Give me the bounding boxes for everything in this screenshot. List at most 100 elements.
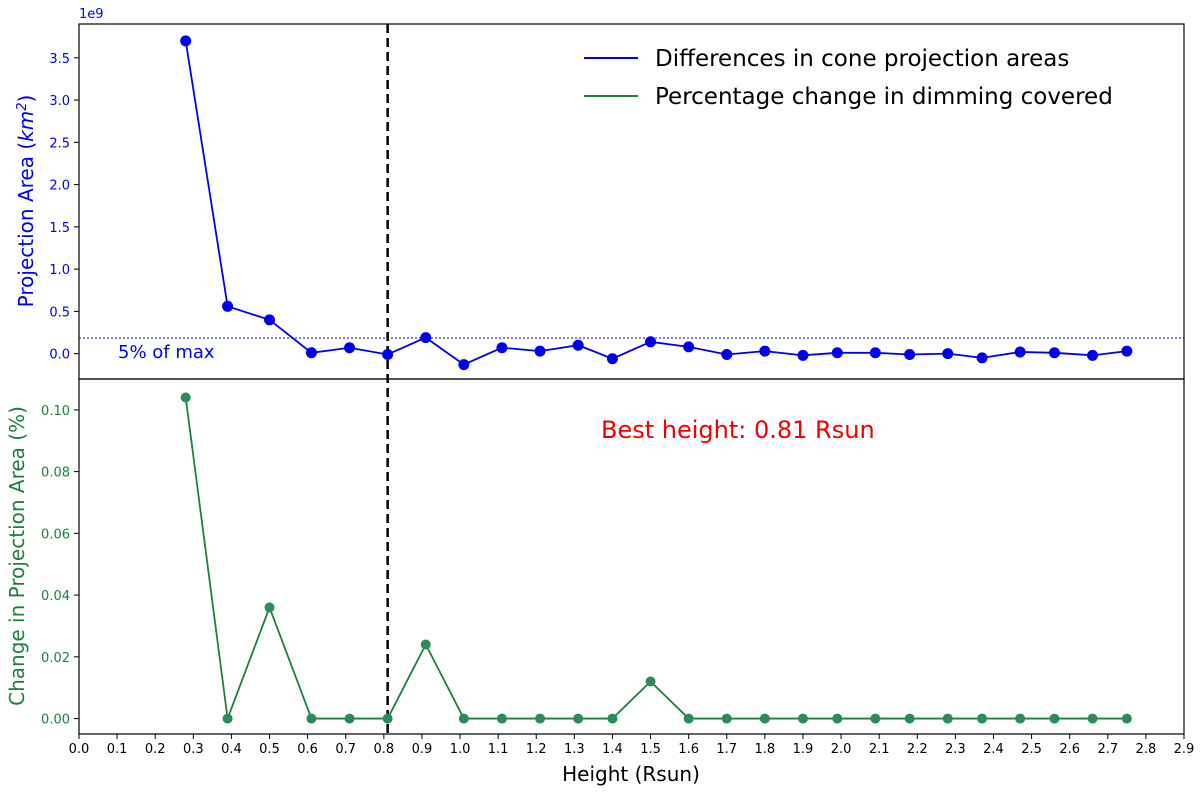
top-series-point (1048, 347, 1060, 359)
bottom-series-point (683, 713, 694, 724)
bottom-series-point (306, 713, 317, 724)
bottom-series-point (573, 713, 584, 724)
top-series-point (496, 342, 508, 354)
x-tick-label: 1.1 (488, 742, 509, 757)
top-y-tick-label: 0.5 (49, 305, 70, 320)
top-series-point (458, 359, 470, 371)
bottom-series-point (420, 639, 431, 650)
top-series-point (572, 339, 584, 351)
bottom-series-point (942, 713, 953, 724)
top-y-tick-label: 3.0 (49, 94, 70, 109)
top-series-point (222, 300, 234, 312)
bottom-series-point (1087, 713, 1098, 724)
bottom-y-tick-label: 0.02 (41, 651, 70, 666)
top-series-point (904, 348, 916, 360)
legend-label-top: Differences in cone projection areas (655, 46, 1069, 72)
top-series-point (683, 341, 695, 353)
bottom-y-tick-label: 0.06 (41, 527, 70, 542)
top-y-axis-label: Projection Area (km2) (14, 95, 38, 308)
top-y-tick-label: 2.0 (49, 179, 70, 194)
top-offset-label: 1e9 (79, 7, 104, 22)
bottom-y-axis-label: Change in Projection Area (%) (5, 406, 29, 706)
bottom-series-point (264, 602, 275, 613)
top-series-point (797, 349, 809, 361)
bottom-series-point (721, 713, 732, 724)
x-tick-label: 1.4 (602, 742, 623, 757)
top-series-point (759, 345, 771, 357)
bottom-series-point (382, 713, 393, 724)
bottom-series-point (180, 392, 191, 403)
top-series-point (534, 345, 546, 357)
top-series-point (382, 348, 394, 360)
top-series-point (180, 35, 192, 47)
top-y-tick-label: 1.5 (49, 221, 70, 236)
x-tick-label: 0.2 (145, 742, 166, 757)
top-y-tick-label: 3.5 (49, 52, 70, 67)
bottom-series-point (870, 713, 881, 724)
x-tick-label: 1.2 (526, 742, 547, 757)
bottom-series-point (797, 713, 808, 724)
top-series-point (942, 348, 954, 360)
top-series-point (645, 336, 657, 348)
bottom-series-point (759, 713, 770, 724)
top-y-tick-label: 0.0 (49, 348, 70, 363)
bottom-series-point (832, 713, 843, 724)
x-tick-label: 0.1 (107, 742, 128, 757)
bottom-series-point (645, 676, 656, 687)
bottom-series-point (222, 713, 233, 724)
x-axis-label: Height (Rsun) (562, 762, 700, 786)
top-series-point (721, 348, 733, 360)
top-series-point (1014, 346, 1026, 358)
x-tick-label: 2.1 (869, 742, 890, 757)
top-series-point (606, 353, 618, 365)
top-y-tick-label: 1.0 (49, 263, 70, 278)
x-tick-label: 2.8 (1136, 742, 1157, 757)
bottom-series-point (496, 713, 507, 724)
bottom-series-point (535, 713, 546, 724)
x-tick-label: 2.6 (1059, 742, 1080, 757)
bottom-series-point (1049, 713, 1060, 724)
top-series-point (420, 332, 432, 344)
top-series-point (976, 352, 988, 364)
x-tick-label: 0.8 (373, 742, 394, 757)
bottom-series-point (904, 713, 915, 724)
x-tick-label: 1.0 (450, 742, 471, 757)
bottom-y-tick-label: 0.04 (41, 589, 70, 604)
top-series-point (264, 314, 276, 326)
bottom-panel-frame (78, 378, 1185, 735)
top-series-point (869, 347, 881, 359)
x-tick-label: 2.2 (907, 742, 928, 757)
top-series-line (184, 40, 1127, 366)
bottom-series-point (607, 713, 618, 724)
legend-label-bottom: Percentage change in dimming covered (655, 84, 1113, 110)
x-tick-label: 0.0 (69, 742, 90, 757)
bottom-series-point (1121, 713, 1132, 724)
x-tick-label: 2.7 (1097, 742, 1118, 757)
top-panel-frame (78, 23, 1185, 380)
x-tick-label: 2.5 (1021, 742, 1042, 757)
bottom-y-tick-label: 0.08 (41, 466, 70, 481)
x-tick-label: 1.5 (640, 742, 661, 757)
x-tick-label: 2.0 (831, 742, 852, 757)
x-tick-label: 1.3 (564, 742, 585, 757)
bottom-y-tick-label: 0.00 (41, 713, 70, 728)
x-tick-label: 0.3 (183, 742, 204, 757)
top-series-point (1087, 349, 1099, 361)
x-tick-label: 2.3 (945, 742, 966, 757)
bottom-series-line (184, 397, 1127, 720)
threshold-label: 5% of max (118, 342, 215, 363)
legend: Differences in cone projection areas Per… (584, 46, 1113, 110)
top-series-point (1121, 345, 1133, 357)
top-series-point (344, 342, 356, 354)
bottom-series-point (344, 713, 355, 724)
bottom-y-tick-label: 0.10 (41, 404, 70, 419)
x-tick-label: 0.4 (221, 742, 242, 757)
top-series-point (831, 347, 843, 359)
x-tick-label: 1.9 (793, 742, 814, 757)
x-tick-label: 2.9 (1174, 742, 1195, 757)
best-height-label: Best height: 0.81 Rsun (601, 416, 875, 444)
x-tick-label: 1.7 (716, 742, 737, 757)
x-tick-label: 2.4 (983, 742, 1004, 757)
bottom-series-point (1015, 713, 1026, 724)
